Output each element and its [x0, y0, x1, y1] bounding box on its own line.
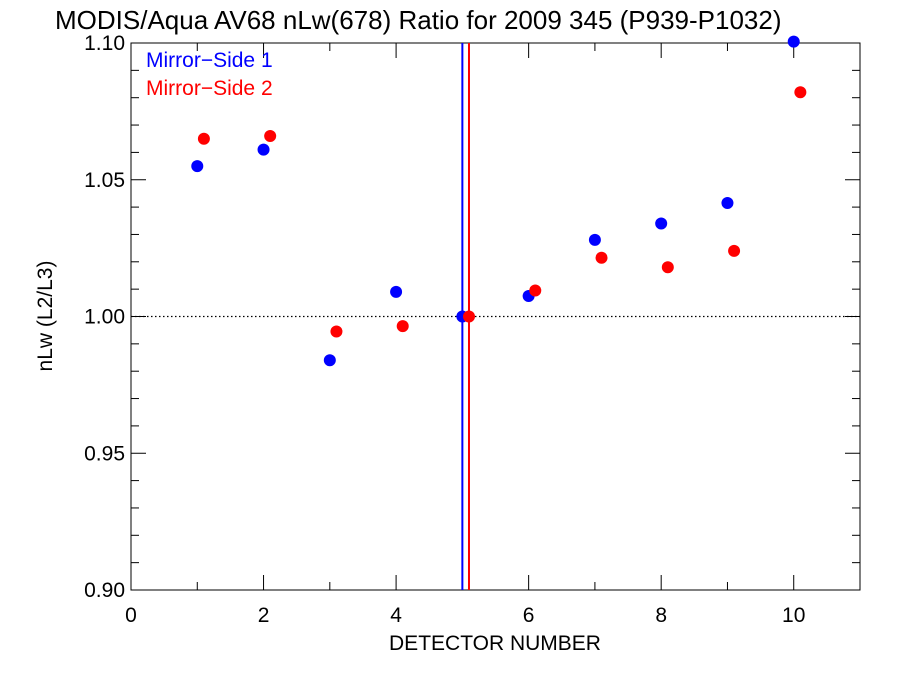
data-point-series-2	[529, 284, 542, 297]
y-tick-label: 1.10	[84, 32, 125, 55]
legend-mirror-side-2: Mirror−Side 2	[146, 77, 273, 100]
y-tick-label: 0.95	[84, 442, 125, 465]
data-point-series-2	[462, 310, 475, 323]
data-point-series-2	[197, 132, 210, 145]
chart-title: MODIS/Aqua AV68 nLw(678) Ratio for 2009 …	[55, 5, 782, 35]
data-point-series-1	[655, 217, 668, 230]
data-point-series-1	[257, 143, 270, 156]
data-points	[191, 35, 807, 367]
y-tick-label: 1.05	[84, 169, 125, 192]
data-point-series-2	[661, 261, 674, 274]
data-point-series-1	[721, 196, 734, 209]
x-tick-label: 10	[782, 604, 805, 627]
data-point-series-2	[794, 86, 807, 99]
data-point-series-2	[728, 244, 741, 257]
x-tick-label: 6	[523, 604, 535, 627]
data-point-series-1	[588, 233, 601, 246]
data-point-series-1	[390, 285, 403, 298]
x-tick-label: 2	[258, 604, 270, 627]
data-point-series-1	[787, 35, 800, 48]
y-tick-label: 1.00	[84, 306, 125, 329]
data-point-series-2	[264, 129, 277, 142]
axis-ticks: 0.90 0.95 1.00 1.05 1.10 0 2 4 6 8 10	[84, 32, 860, 627]
x-tick-label: 4	[390, 604, 402, 627]
legend-mirror-side-1: Mirror−Side 1	[146, 49, 273, 72]
y-axis-label: nLw (L2/L3)	[34, 261, 57, 372]
data-point-series-1	[323, 354, 336, 367]
data-point-series-2	[595, 251, 608, 264]
data-point-series-1	[191, 160, 204, 173]
y-tick-label: 0.90	[84, 579, 125, 602]
x-axis-label: DETECTOR NUMBER	[389, 632, 601, 655]
x-tick-label: 0	[125, 604, 137, 627]
data-point-series-2	[396, 320, 409, 333]
x-tick-label: 8	[655, 604, 667, 627]
data-point-series-2	[330, 325, 343, 338]
